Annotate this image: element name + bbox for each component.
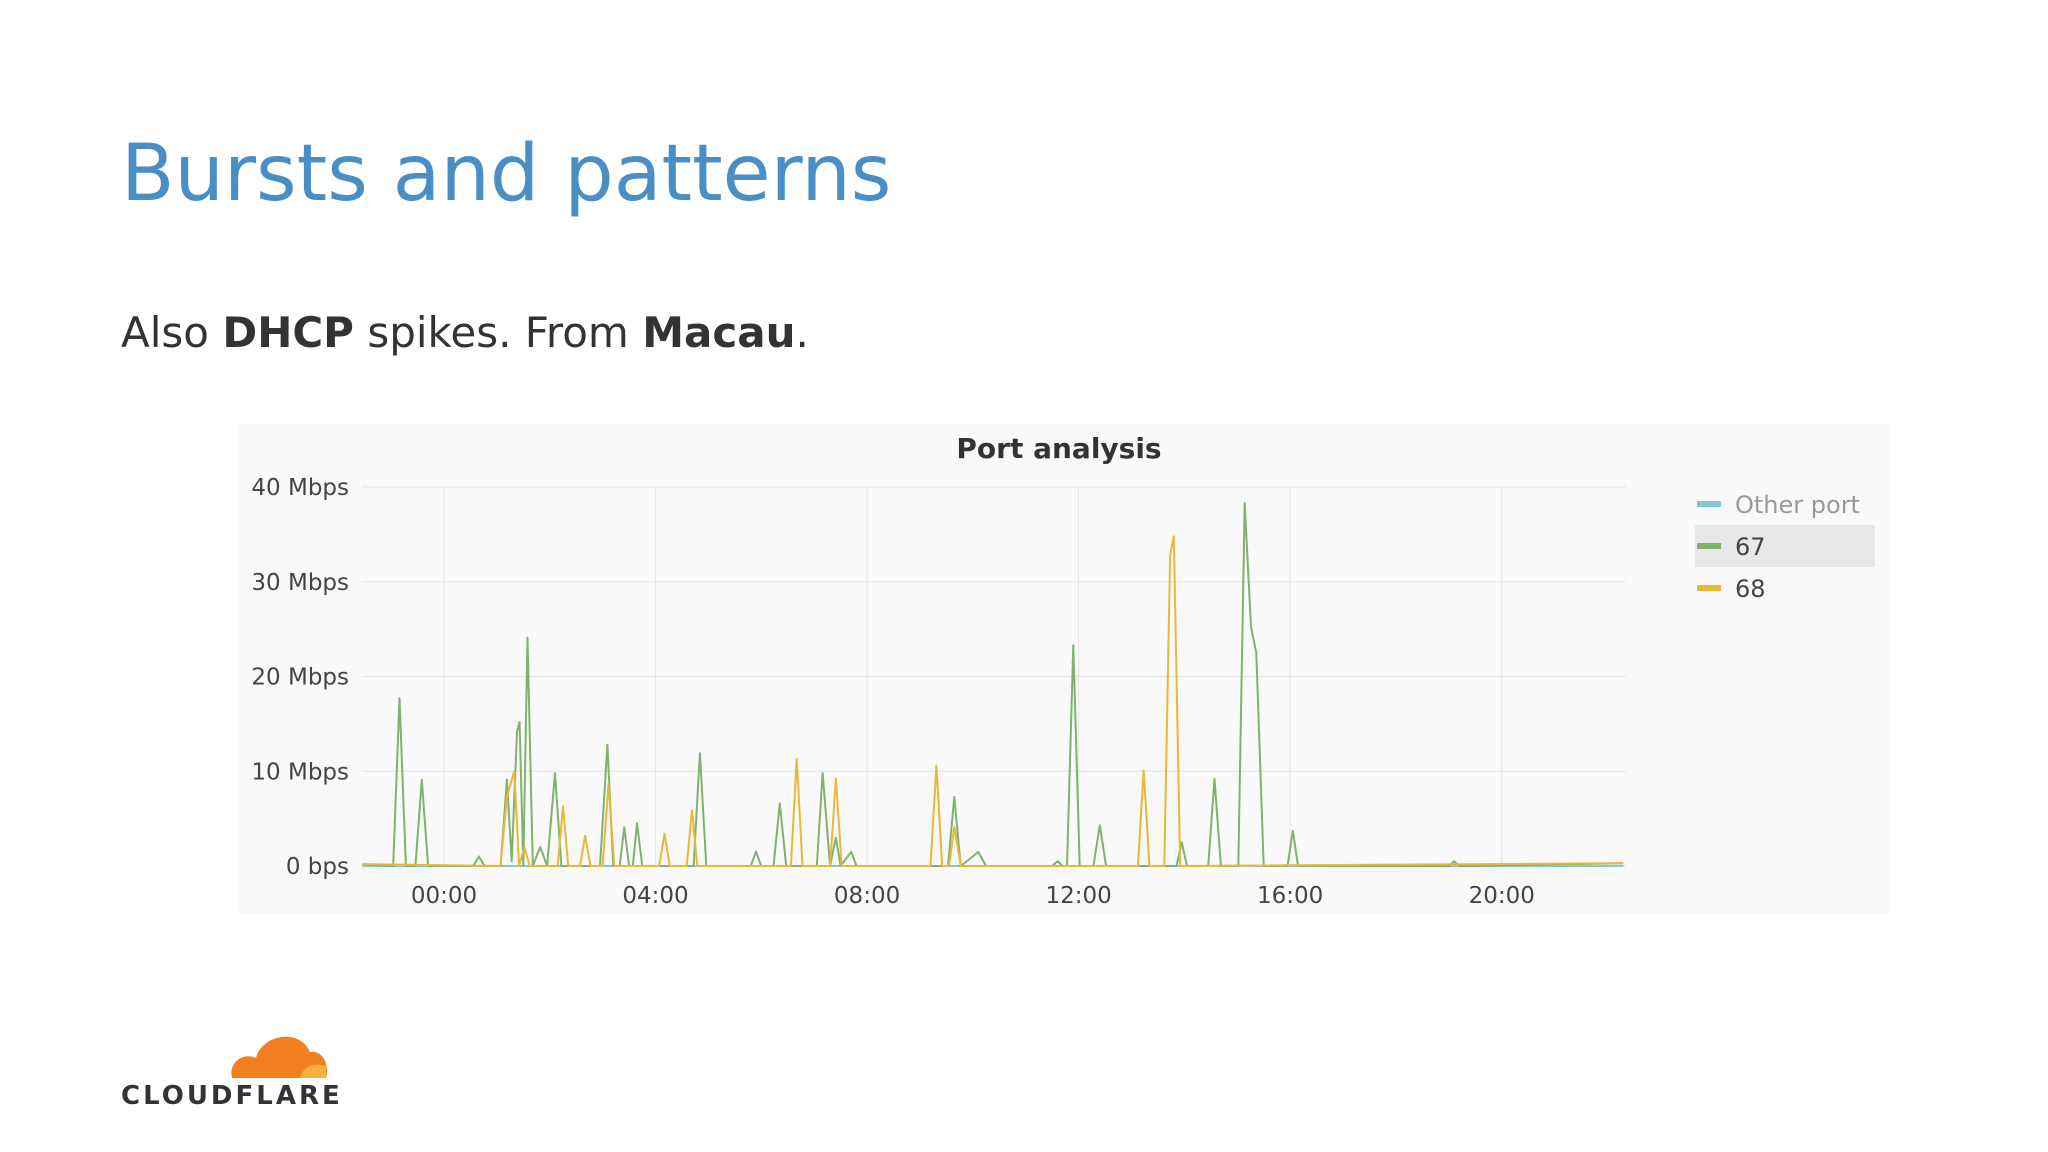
logo: CLOUDFLARE xyxy=(121,1036,343,1111)
slide-title: Bursts and patterns xyxy=(121,129,891,219)
x-tick-label: 16:00 xyxy=(1257,883,1323,909)
x-tick-label: 00:00 xyxy=(411,883,477,909)
x-tick-label: 04:00 xyxy=(622,883,688,909)
y-tick-label: 20 Mbps xyxy=(251,665,349,691)
logo-text: CLOUDFLARE xyxy=(121,1081,343,1111)
x-tick-label: 20:00 xyxy=(1469,883,1535,909)
text-run: Macau xyxy=(642,308,795,357)
x-tick-label: 12:00 xyxy=(1045,883,1111,909)
chart-title: Port analysis xyxy=(956,432,1161,465)
legend-swatch xyxy=(1697,501,1721,507)
legend-swatch xyxy=(1697,543,1721,549)
legend-swatch xyxy=(1697,585,1721,591)
text-run: . xyxy=(795,308,808,357)
legend-label: Other port xyxy=(1735,491,1860,519)
legend-highlight xyxy=(1695,525,1875,567)
legend-label: 67 xyxy=(1735,533,1766,561)
text-run: spikes. From xyxy=(354,308,642,357)
text-run: Also xyxy=(121,308,222,357)
logo-cloud xyxy=(231,1036,328,1078)
legend-label: 68 xyxy=(1735,575,1766,603)
x-tick-label: 08:00 xyxy=(834,883,900,909)
y-tick-label: 0 bps xyxy=(286,854,349,880)
logo-cloud-small xyxy=(300,1064,326,1078)
chart-panel xyxy=(239,424,1890,914)
y-tick-label: 30 Mbps xyxy=(251,570,349,596)
series-line xyxy=(361,535,1624,867)
slide-subtitle: Also DHCP spikes. From Macau. xyxy=(121,308,809,357)
y-tick-label: 40 Mbps xyxy=(251,475,349,501)
text-run: DHCP xyxy=(222,308,354,357)
y-tick-label: 10 Mbps xyxy=(251,759,349,785)
